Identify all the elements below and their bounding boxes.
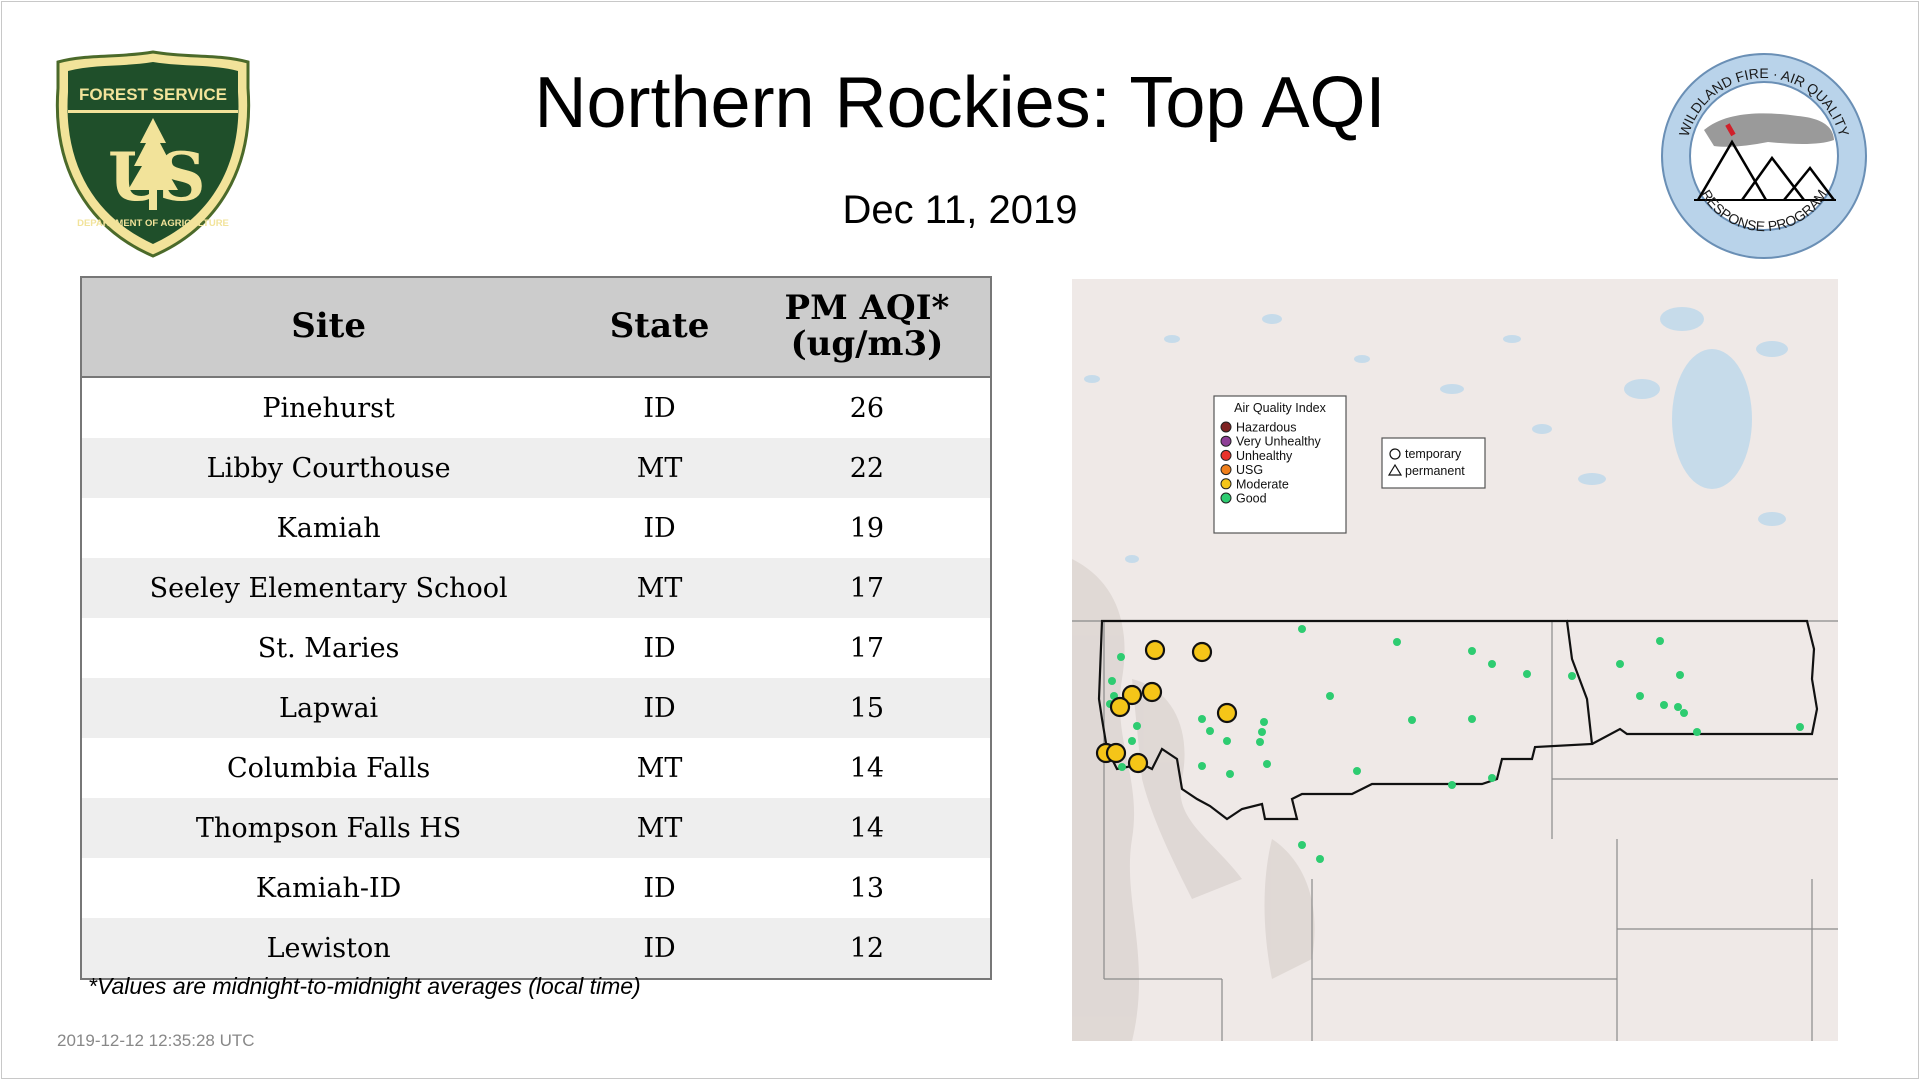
legend-label: Unhealthy [1236, 449, 1293, 463]
good-sites [1106, 625, 1804, 863]
cell-site: Kamiah [81, 498, 576, 558]
table-row: Pinehurst ID 26 [81, 377, 991, 438]
wildland-fire-logo: WILDLAND FIRE · AIR QUALITY RESPONSE PRO… [1661, 53, 1867, 259]
column-header-site: Site [81, 277, 576, 378]
cell-site: Pinehurst [81, 377, 576, 438]
legend-label: USG [1236, 463, 1263, 477]
table-row: Libby Courthouse MT 22 [81, 438, 991, 498]
table-row: Kamiah ID 19 [81, 498, 991, 558]
cell-state: MT [575, 738, 744, 798]
forest-service-logo: U S FOREST SERVICE DEPARTMENT OF AGRICUL… [55, 50, 251, 258]
column-header-aqi-line1: PM AQI* [784, 288, 950, 329]
cell-aqi: 26 [743, 377, 991, 438]
cell-state: ID [575, 918, 744, 979]
cell-state: ID [575, 618, 744, 678]
table-row: Columbia Falls MT 14 [81, 738, 991, 798]
column-header-state: State [575, 277, 744, 378]
circle-marker-icon [1389, 448, 1401, 460]
cell-site: Kamiah-ID [81, 858, 576, 918]
cell-site: Lewiston [81, 918, 576, 979]
shape-legend: temporary permanent [1381, 437, 1486, 489]
legend-swatch-moderate [1220, 478, 1232, 490]
legend-title: Air Quality Index [1234, 401, 1326, 415]
legend-swatch-hazardous [1220, 421, 1232, 433]
cell-site: Columbia Falls [81, 738, 576, 798]
table-row: Seeley Elementary School MT 17 [81, 558, 991, 618]
column-header-aqi: PM AQI* (ug/m3) [743, 277, 991, 378]
cell-aqi: 17 [743, 558, 991, 618]
cell-state: ID [575, 498, 744, 558]
cell-state: ID [575, 678, 744, 738]
legend-swatch-unhealthy [1220, 449, 1232, 461]
cell-state: MT [575, 438, 744, 498]
cell-state: MT [575, 558, 744, 618]
logo-top-text: FOREST SERVICE [79, 85, 227, 104]
cell-aqi: 17 [743, 618, 991, 678]
page-title: Northern Rockies: Top AQI [534, 63, 1386, 143]
table-row: Lewiston ID 12 [81, 918, 991, 979]
cell-state: MT [575, 798, 744, 858]
cell-aqi: 15 [743, 678, 991, 738]
page-date: Dec 11, 2019 [842, 188, 1078, 232]
timestamp: 2019-12-12 12:35:28 UTC [57, 1031, 255, 1050]
legend-label: Hazardous [1236, 421, 1296, 435]
cell-state: ID [575, 858, 744, 918]
moderate-sites [1095, 639, 1238, 774]
shape-legend-temporary: temporary [1405, 447, 1462, 461]
cell-aqi: 12 [743, 918, 991, 979]
cell-site: Thompson Falls HS [81, 798, 576, 858]
legend-label: Very Unhealthy [1236, 435, 1322, 449]
table-row: Kamiah-ID ID 13 [81, 858, 991, 918]
aqi-table: Site State PM AQI* (ug/m3) Pinehurst ID 26… [80, 276, 992, 980]
cell-site: Lapwai [81, 678, 576, 738]
column-header-aqi-line2: (ug/m3) [790, 324, 944, 364]
legend-swatch-usg [1220, 464, 1232, 476]
table-row: Thompson Falls HS MT 14 [81, 798, 991, 858]
cell-aqi: 13 [743, 858, 991, 918]
legend-label: Good [1236, 492, 1267, 506]
cell-site: St. Maries [81, 618, 576, 678]
north-dakota-outline [1567, 619, 1819, 745]
legend-swatch-very-unhealthy [1220, 435, 1232, 447]
cell-site: Libby Courthouse [81, 438, 576, 498]
table-header-row: Site State PM AQI* (ug/m3) [81, 277, 991, 378]
cell-aqi: 14 [743, 798, 991, 858]
pine-tree-icon [128, 118, 178, 190]
table-row: Lapwai ID 15 [81, 678, 991, 738]
cell-aqi: 19 [743, 498, 991, 558]
cell-aqi: 22 [743, 438, 991, 498]
shape-legend-permanent: permanent [1405, 464, 1465, 478]
cell-state: ID [575, 377, 744, 438]
triangle-marker-icon [1387, 463, 1403, 476]
footnote: *Values are midnight-to-midnight average… [88, 973, 641, 999]
legend-swatch-good [1220, 492, 1232, 504]
legend-label: Moderate [1236, 477, 1289, 491]
terrain-shading [1072, 559, 1315, 1041]
smoke-icon [1704, 113, 1834, 147]
cell-aqi: 14 [743, 738, 991, 798]
table-row: St. Maries ID 17 [81, 618, 991, 678]
logo-bottom-text: DEPARTMENT OF AGRICULTURE [77, 218, 229, 229]
lakes [1084, 307, 1788, 563]
fire-icon [1725, 123, 1736, 137]
cell-site: Seeley Elementary School [81, 558, 576, 618]
